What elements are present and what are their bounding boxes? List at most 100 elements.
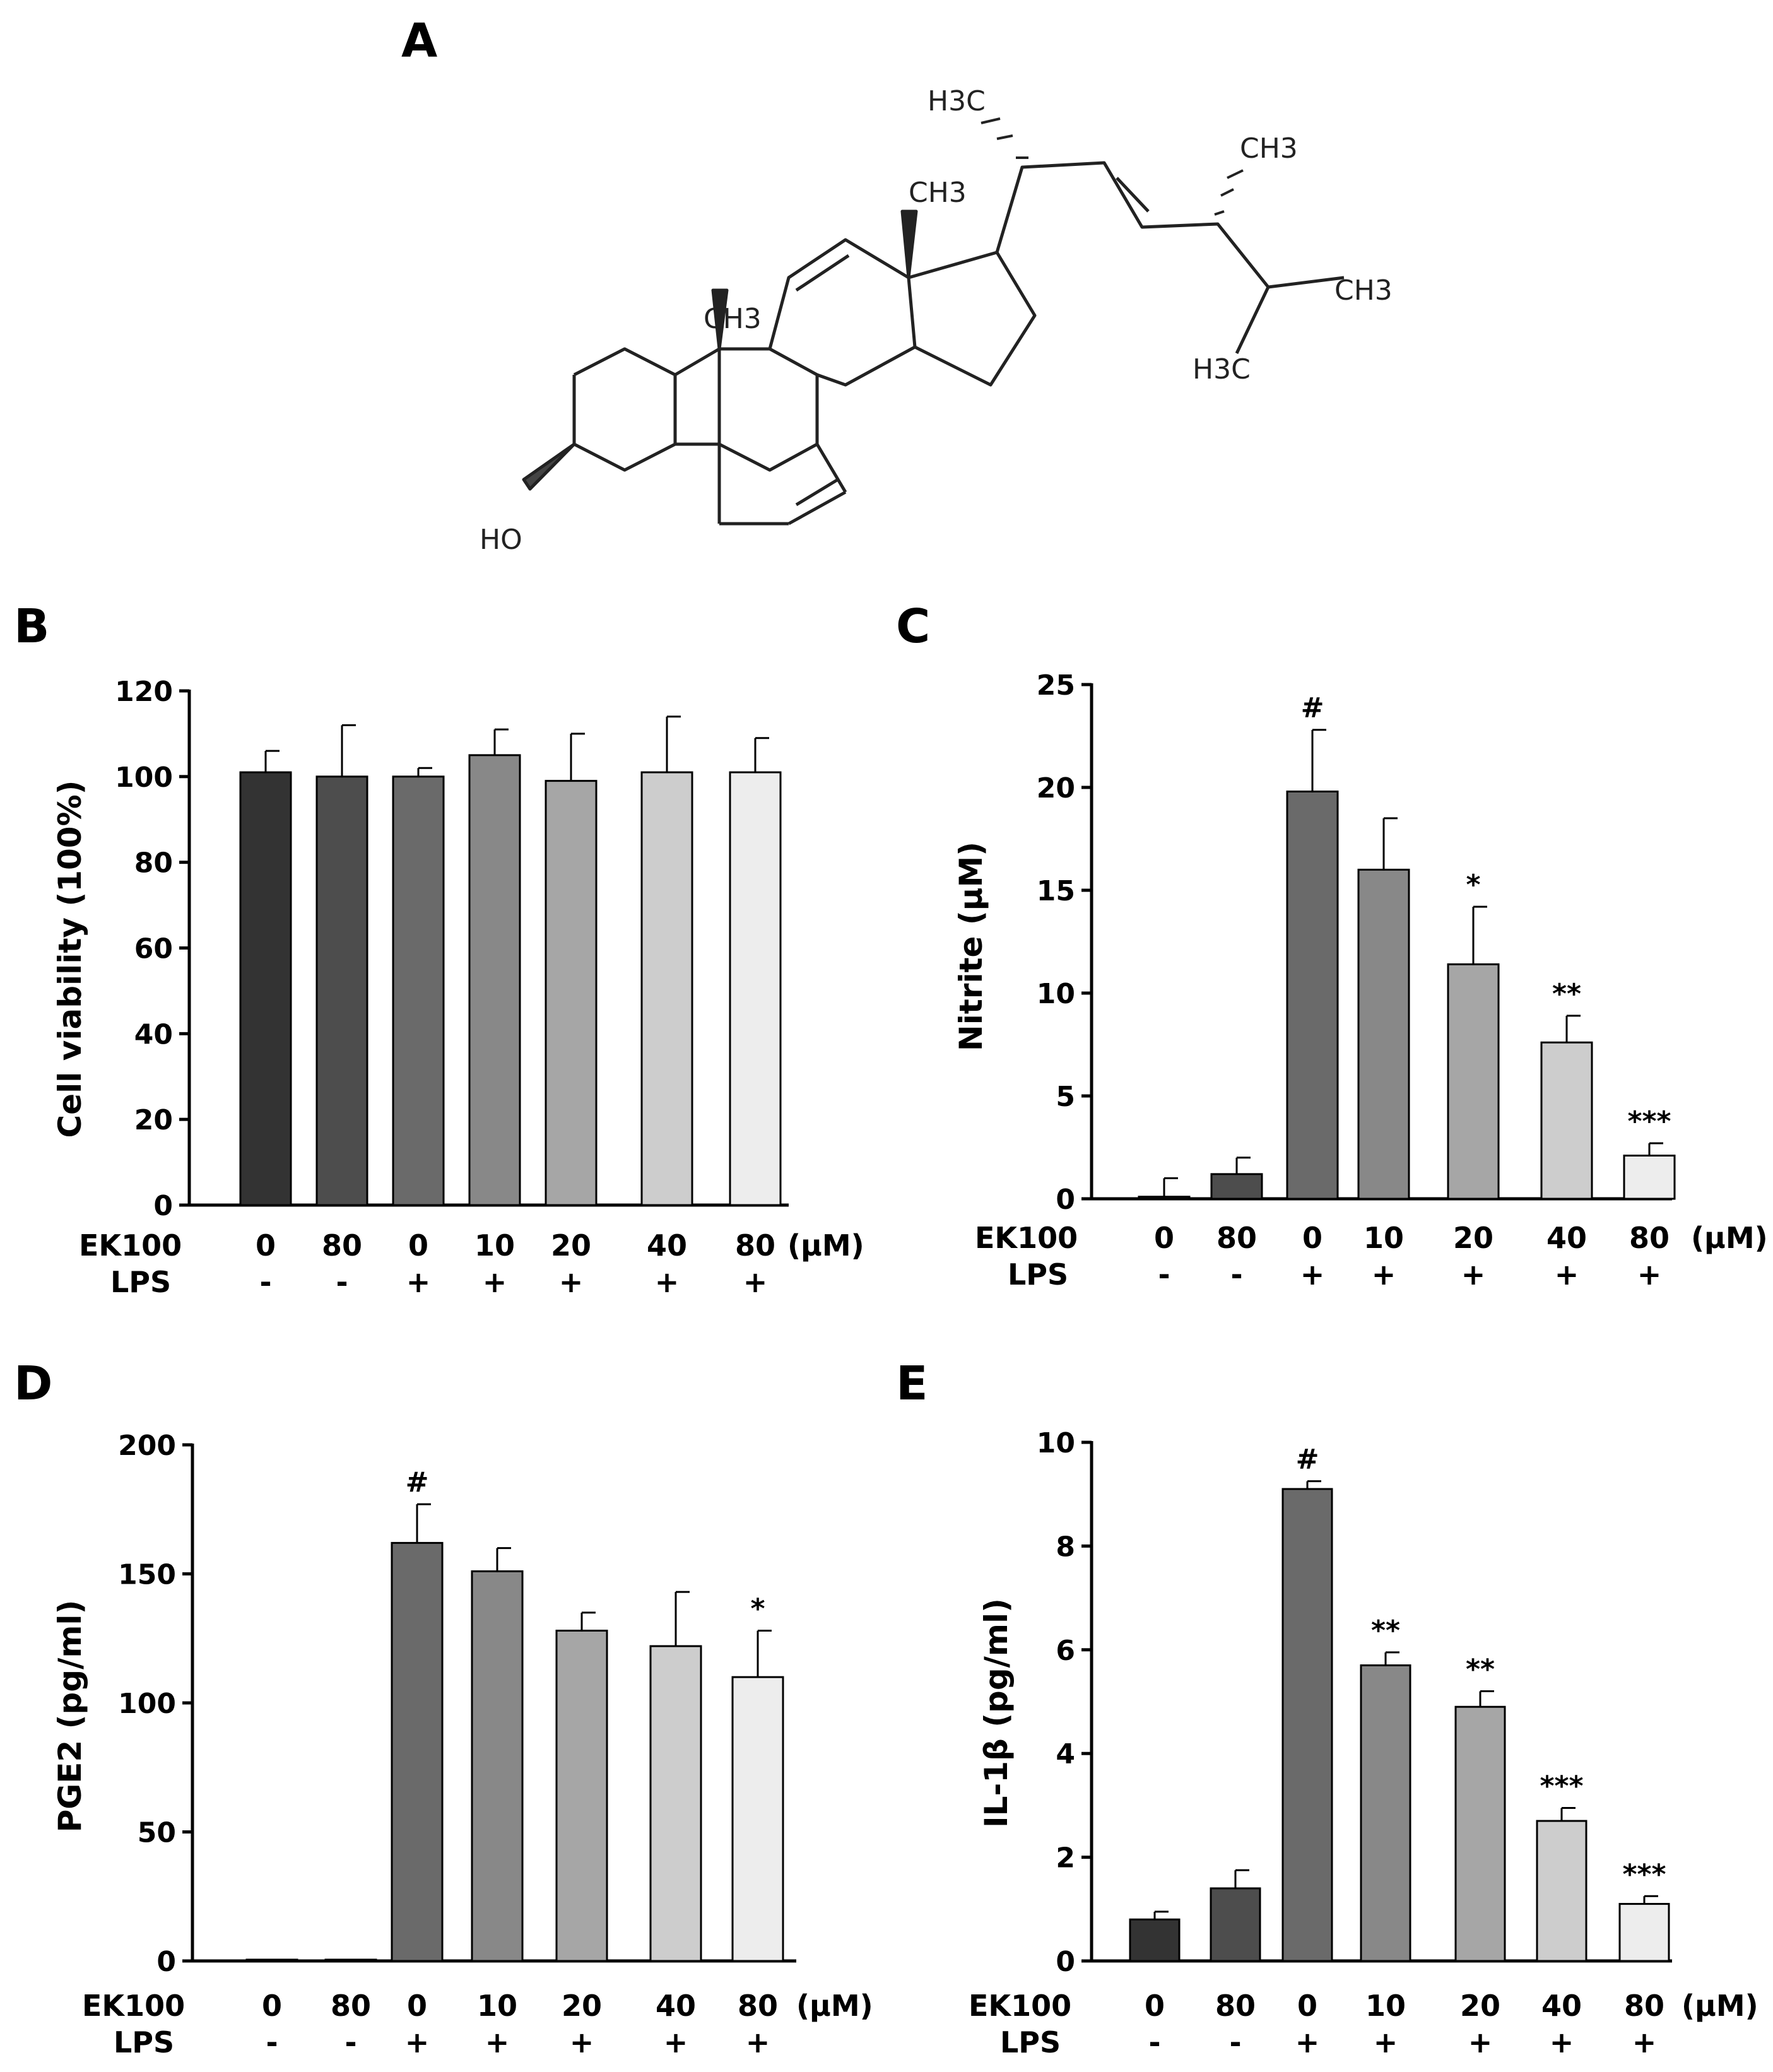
- y-tick-label: 10: [1037, 978, 1075, 1010]
- lps-status-label: -: [259, 1265, 271, 1299]
- lps-row-label: LPS: [1000, 2025, 1061, 2059]
- unit-label: (μM): [796, 1989, 873, 2023]
- significance-marker: *: [750, 1592, 765, 1625]
- panel-label-a: A: [401, 14, 438, 68]
- y-tick-label: 10: [1037, 1427, 1075, 1459]
- ek100-dose-label: 20: [551, 1228, 591, 1263]
- unit-label: (μM): [1691, 1221, 1768, 1255]
- lps-status-label: +: [1374, 2025, 1398, 2059]
- ek100-dose-label: 10: [1364, 1221, 1404, 1255]
- y-tick-label: 5: [1056, 1081, 1075, 1113]
- lps-status-label: +: [1468, 2025, 1493, 2059]
- ek100-dose-label: 80: [1629, 1221, 1670, 1255]
- lps-status-label: +: [664, 2025, 688, 2059]
- y-tick-label: 25: [1037, 669, 1075, 702]
- lps-status-label: +: [559, 1265, 584, 1299]
- bar: [1281, 1488, 1333, 1962]
- lps-status-label: +: [655, 1265, 680, 1299]
- lps-status-label: +: [1295, 2025, 1320, 2059]
- y-axis-label: Nitrite (μM): [953, 842, 989, 1051]
- ek100-dose-label: 40: [656, 1989, 696, 2023]
- ek100-dose-label: 0: [256, 1228, 276, 1263]
- lps-row-label: LPS: [110, 1265, 171, 1299]
- bar: [1286, 791, 1339, 1200]
- y-tick-label: 100: [118, 1688, 176, 1720]
- ek100-dose-label: 40: [1546, 1221, 1587, 1255]
- bar: [649, 1645, 702, 1962]
- significance-marker: ***: [1622, 1858, 1666, 1890]
- y-tick-label: 200: [118, 1430, 176, 1462]
- y-tick-label: 0: [153, 1190, 173, 1222]
- bar: [392, 775, 445, 1206]
- lps-status-label: +: [1637, 1257, 1662, 1292]
- bar: [471, 1570, 524, 1962]
- bar: [1447, 963, 1500, 1200]
- structure-label-h3c-bottom: H3C: [1193, 353, 1251, 386]
- significance-marker: ***: [1540, 1770, 1583, 1803]
- ek100-dose-label: 80: [1215, 1989, 1256, 2023]
- ek100-dose-label: 20: [562, 1989, 602, 2023]
- y-tick-label: 0: [1056, 1946, 1075, 1978]
- bar: [1618, 1903, 1670, 1962]
- ek100-dose-label: 0: [1154, 1221, 1174, 1255]
- ek100-dose-label: 80: [1216, 1221, 1257, 1255]
- y-tick-label: 40: [134, 1018, 173, 1051]
- ek100-row-label: EK100: [79, 1228, 182, 1263]
- lps-status-label: +: [743, 1265, 768, 1299]
- lps-status-label: +: [485, 2025, 510, 2059]
- lps-status-label: +: [1550, 2025, 1574, 2059]
- panel-label-b: B: [14, 599, 50, 654]
- lps-status-label: -: [1148, 2025, 1160, 2059]
- ek100-dose-label: 40: [647, 1228, 687, 1263]
- significance-marker: #: [406, 1466, 429, 1498]
- lps-status-label: -: [1158, 1257, 1170, 1292]
- y-axis-label: Cell viability (100%): [52, 780, 88, 1138]
- ek100-dose-label: 0: [408, 1228, 428, 1263]
- ek100-row-label: EK100: [969, 1989, 1071, 2023]
- y-tick-label: 50: [138, 1817, 176, 1849]
- lps-status-label: -: [345, 2025, 356, 2059]
- significance-marker: **: [1552, 978, 1581, 1010]
- y-tick-label: 120: [115, 676, 173, 708]
- ek100-row-label: EK100: [82, 1989, 185, 2023]
- y-tick-label: 6: [1056, 1635, 1075, 1667]
- ek100-dose-label: 0: [1297, 1989, 1317, 2023]
- bar: [324, 1958, 377, 1962]
- bar: [1540, 1041, 1593, 1200]
- y-tick-label: 80: [134, 847, 173, 880]
- ek100-dose-label: 10: [1365, 1989, 1406, 2023]
- ek100-row-label: EK100: [975, 1221, 1078, 1255]
- lps-status-label: -: [1229, 2025, 1241, 2059]
- structure-label-ch3-c19: CH3: [704, 303, 762, 335]
- lps-status-label: +: [570, 2025, 594, 2059]
- structure-label-ho: HO: [480, 524, 522, 556]
- lps-status-label: +: [406, 1265, 431, 1299]
- bar: [1129, 1918, 1181, 1962]
- structure-label-h3c-top: H3C: [928, 85, 986, 117]
- y-tick-label: 20: [1037, 772, 1075, 804]
- y-tick-label: 15: [1037, 875, 1075, 907]
- bar: [1454, 1705, 1506, 1962]
- ek100-dose-label: 80: [1624, 1989, 1664, 2023]
- y-tick-label: 60: [134, 933, 173, 965]
- significance-marker: *: [1466, 869, 1480, 901]
- unit-label: (μM): [1682, 1989, 1758, 2023]
- ek100-dose-label: 80: [738, 1989, 778, 2023]
- ek100-dose-label: 40: [1541, 1989, 1582, 2023]
- y-tick-label: 4: [1056, 1738, 1075, 1770]
- ek100-dose-label: 0: [407, 1989, 427, 2023]
- bar: [1623, 1155, 1676, 1200]
- ek100-dose-label: 0: [1145, 1989, 1165, 2023]
- significance-marker: **: [1371, 1615, 1400, 1647]
- y-axis-label: IL-1β (pg/ml): [978, 1598, 1015, 1828]
- ek100-dose-label: 0: [262, 1989, 282, 2023]
- ek100-dose-label: 10: [477, 1989, 517, 2023]
- structure-label-ch3-end: CH3: [1334, 274, 1393, 307]
- lps-status-label: +: [483, 1265, 507, 1299]
- panel-label-e: E: [896, 1357, 928, 1411]
- lps-row-label: LPS: [1008, 1257, 1068, 1292]
- lps-status-label: +: [1632, 2025, 1657, 2059]
- ek100-dose-label: 20: [1453, 1221, 1493, 1255]
